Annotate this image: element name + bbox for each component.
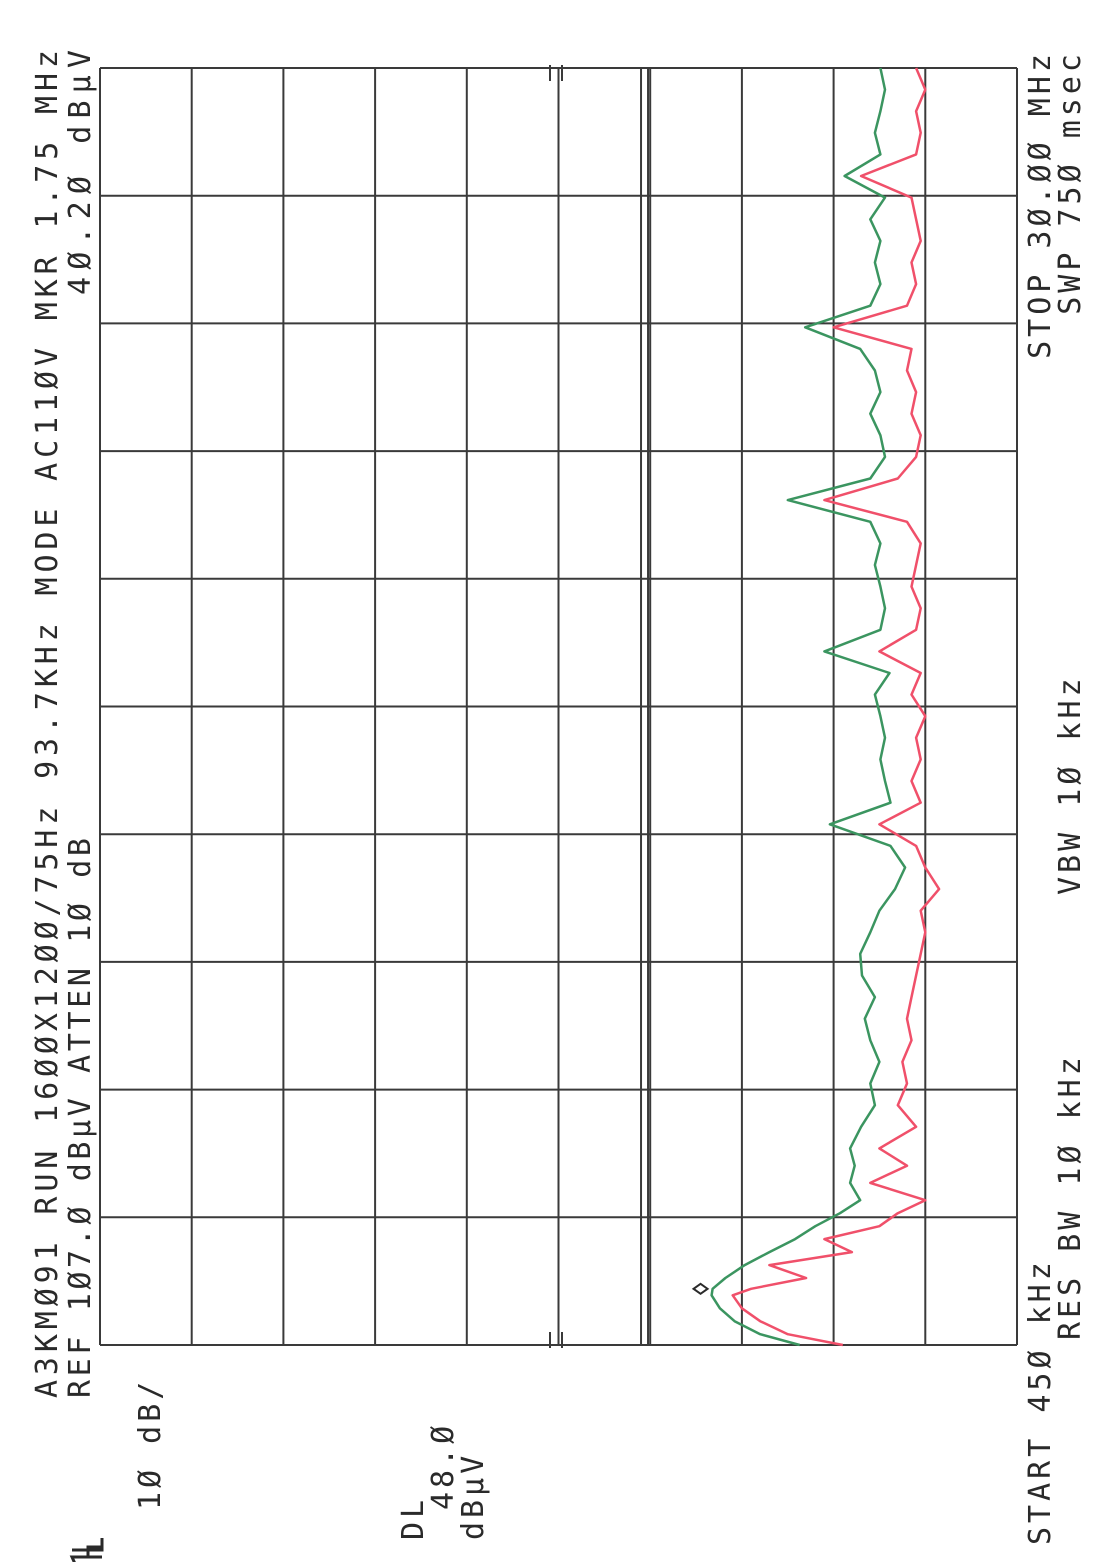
annotation: VBW 1Ø kHz [1053, 674, 1088, 895]
annotation: STOP 3Ø.ØØ MHz [1023, 50, 1058, 359]
hp-logo [69, 1538, 104, 1562]
trace [731, 67, 941, 1347]
trace [710, 67, 907, 1347]
marker [691, 1282, 710, 1296]
annotation: START 45Ø kHz [1023, 1258, 1058, 1545]
annotation: SWP 75Ø msec [1053, 50, 1088, 315]
annotation: 1Ø dB/ [133, 1378, 168, 1510]
annotation: RES BW 1Ø kHz [1053, 1053, 1088, 1340]
annotation: DL [396, 1496, 431, 1540]
annotation: dBµV [456, 1452, 491, 1540]
plot-frame: A3KMØ91 RUN 16ØØX12ØØ/75Hz 93.7KHz MODE … [30, 50, 1088, 1562]
annotation: 48.Ø [426, 1422, 461, 1510]
